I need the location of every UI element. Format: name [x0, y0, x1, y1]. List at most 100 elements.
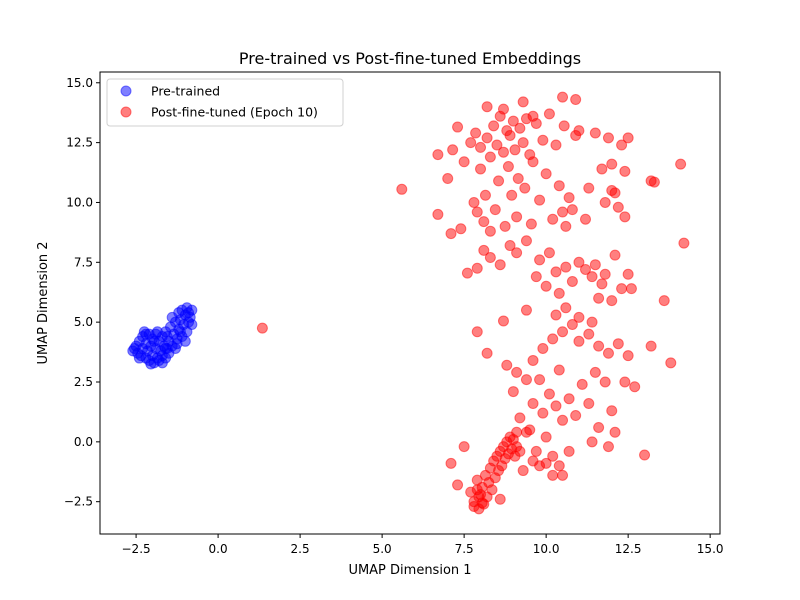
finetuned-point [557, 206, 569, 218]
x-axis-label: UMAP Dimension 1 [348, 563, 471, 578]
finetuned-point [475, 141, 487, 153]
finetuned-point [557, 469, 569, 481]
finetuned-point [396, 183, 408, 195]
finetuned-point [537, 134, 549, 146]
finetuned-point [625, 283, 637, 295]
finetuned-point [530, 271, 542, 283]
finetuned-point [493, 175, 505, 187]
finetuned-point [525, 218, 537, 230]
finetuned-point [593, 292, 605, 304]
finetuned-point [593, 340, 605, 352]
finetuned-point [560, 261, 572, 273]
finetuned-point [622, 350, 634, 362]
pretrained-point [156, 357, 168, 369]
finetuned-point [619, 211, 631, 223]
pretrained-point [160, 342, 172, 354]
finetuned-point [547, 469, 559, 481]
finetuned-point [547, 333, 559, 345]
legend-label-finetuned: Post-fine-tuned (Epoch 10) [151, 105, 318, 120]
finetuned-point [540, 431, 552, 443]
finetuned-point [557, 414, 569, 426]
finetuned-point [573, 125, 585, 137]
y-axis: −2.5 0.0 2.5 5.0 7.5 10.0 12.5 15.0 [64, 76, 100, 509]
finetuned-point [560, 302, 572, 314]
finetuned-point [570, 94, 582, 106]
finetuned-point [512, 173, 524, 185]
x-tick-label: 5.0 [373, 542, 392, 556]
finetuned-point [580, 263, 591, 275]
finetuned-point [583, 328, 595, 340]
series-finetuned [256, 91, 690, 515]
x-tick-label: 15.0 [697, 542, 724, 556]
finetuned-point [606, 405, 618, 417]
finetuned-point [475, 163, 487, 175]
y-tick-label: 2.5 [74, 375, 93, 389]
finetuned-point [675, 158, 687, 170]
x-tick-label: 7.5 [455, 542, 474, 556]
finetuned-point [445, 457, 457, 469]
finetuned-point [484, 151, 496, 163]
finetuned-point [478, 216, 490, 228]
finetuned-point [484, 252, 496, 264]
finetuned-point [550, 400, 562, 412]
y-axis-label: UMAP Dimension 2 [36, 241, 51, 364]
finetuned-point [507, 115, 519, 127]
finetuned-point [602, 347, 614, 359]
x-tick-label: 10.0 [533, 542, 560, 556]
finetuned-point [648, 176, 660, 188]
finetuned-point [506, 189, 518, 201]
finetuned-point [256, 322, 268, 334]
finetuned-point [678, 237, 690, 249]
finetuned-point [596, 163, 608, 175]
finetuned-point [504, 240, 516, 252]
finetuned-point [452, 479, 464, 491]
finetuned-point [550, 139, 562, 151]
finetuned-point [658, 295, 670, 307]
finetuned-point [527, 354, 539, 366]
finetuned-point [527, 156, 539, 168]
finetuned-point [465, 137, 477, 149]
finetuned-point [583, 398, 595, 410]
pretrained-point [133, 352, 145, 364]
finetuned-point [520, 304, 532, 316]
finetuned-point [489, 204, 501, 216]
finetuned-point [461, 267, 473, 279]
finetuned-point [543, 247, 555, 259]
y-tick-label: 0.0 [74, 435, 93, 449]
finetuned-point [622, 268, 634, 280]
finetuned-point [527, 110, 539, 122]
finetuned-point [507, 386, 519, 398]
finetuned-point [576, 378, 588, 390]
finetuned-point [599, 268, 611, 280]
x-tick-label: 2.5 [291, 542, 310, 556]
finetuned-point [514, 445, 526, 457]
finetuned-point [481, 101, 493, 113]
finetuned-point [606, 158, 618, 170]
finetuned-point [622, 132, 634, 144]
finetuned-point [511, 211, 523, 223]
finetuned-point [558, 120, 570, 132]
finetuned-point [471, 262, 483, 274]
finetuned-point [504, 129, 516, 141]
finetuned-point [602, 441, 614, 453]
finetuned-point [616, 283, 628, 295]
pretrained-point [140, 328, 152, 340]
finetuned-point [629, 381, 641, 393]
finetuned-point [432, 208, 444, 220]
finetuned-point [520, 374, 532, 386]
finetuned-point [553, 364, 565, 376]
finetuned-point [534, 194, 546, 206]
finetuned-point [481, 347, 493, 359]
finetuned-point [606, 184, 618, 196]
finetuned-point [514, 122, 526, 134]
pretrained-point [151, 326, 163, 338]
finetuned-point [543, 388, 555, 400]
finetuned-point [471, 484, 483, 496]
finetuned-point [519, 182, 531, 194]
finetuned-point [583, 182, 595, 194]
finetuned-point [596, 278, 608, 290]
legend-label-pretrained: Pre-trained [151, 84, 220, 99]
finetuned-point [517, 137, 529, 149]
legend-marker-pretrained [120, 85, 132, 97]
finetuned-point [599, 196, 611, 208]
